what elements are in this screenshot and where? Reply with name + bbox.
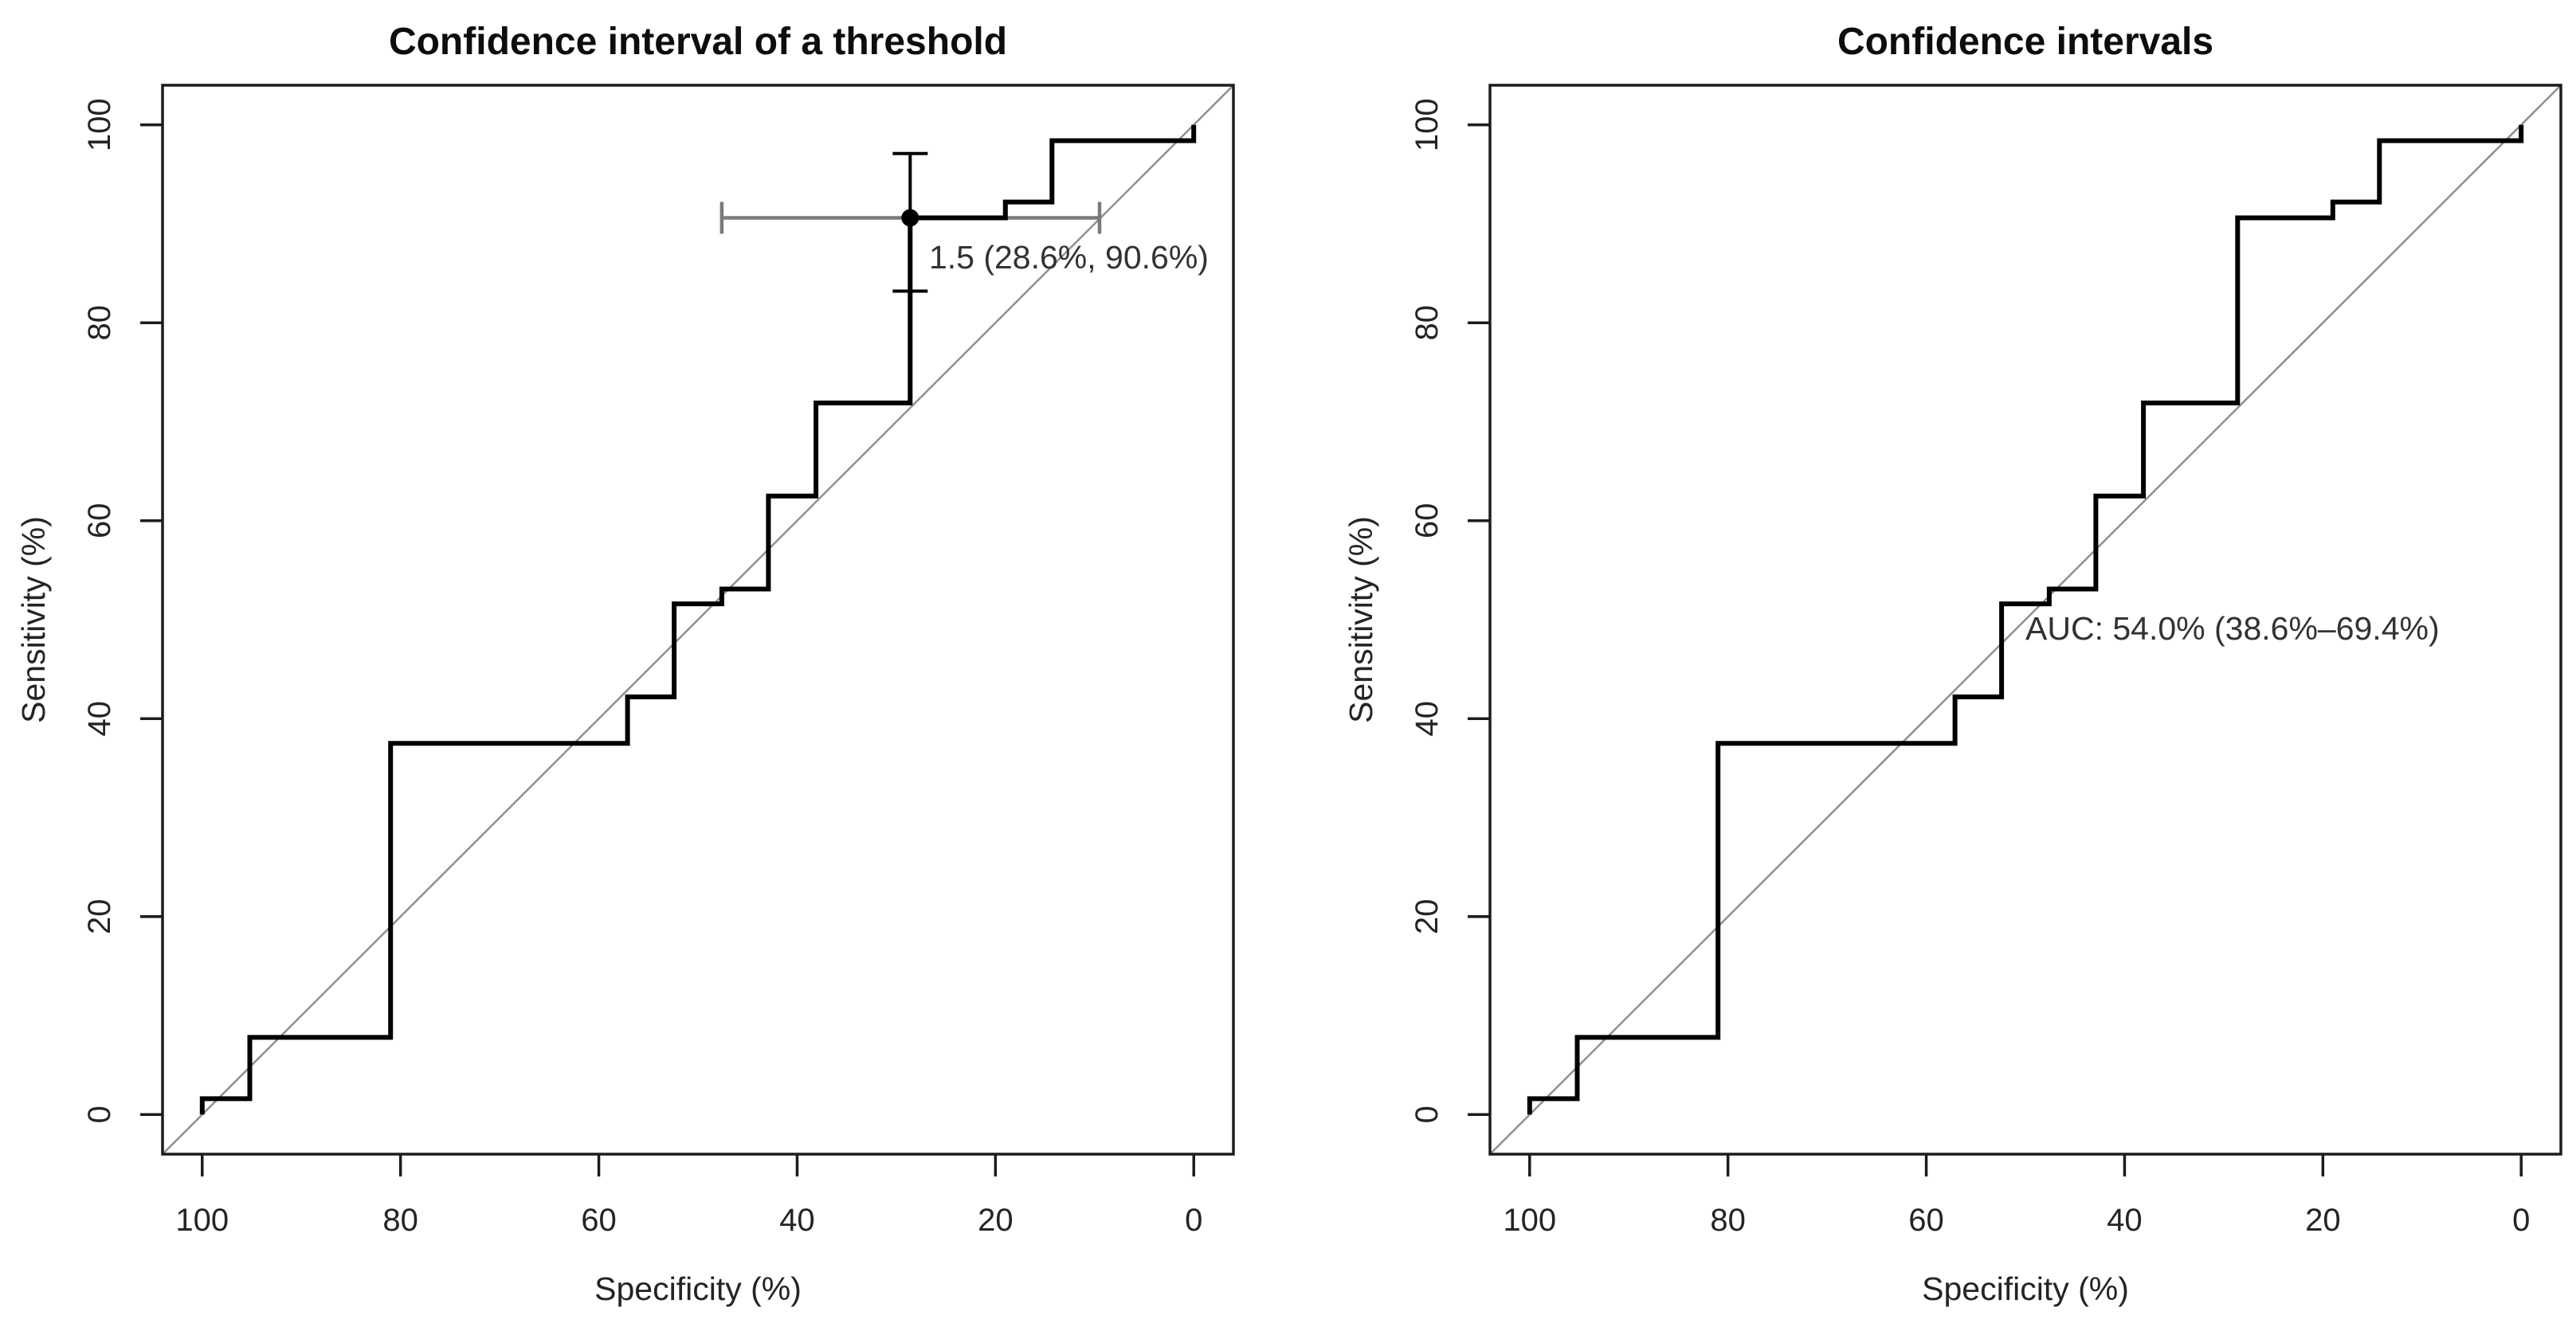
threshold-label: 1.5 (28.6%, 90.6%) (929, 239, 1209, 276)
plot-box (1488, 84, 2562, 1156)
x-tick-label: 80 (382, 1203, 418, 1238)
y-tick-label: 0 (1410, 1106, 1445, 1123)
x-tick-label: 40 (779, 1203, 815, 1238)
x-axis-label: Specificity (%) (594, 1270, 802, 1307)
x-tick-label: 20 (2305, 1203, 2341, 1238)
y-tick-label: 60 (1410, 503, 1445, 538)
roc-panel-auc-ci: AUC: 54.0% (38.6%–69.4%) 100 80 60 40 20 0 0 20 4… (1343, 21, 2562, 1307)
x-tick-label: 0 (1185, 1203, 1202, 1238)
x-tick-label: 40 (2107, 1203, 2143, 1238)
y-tick-label: 60 (82, 503, 117, 538)
x-tick-label: 60 (1908, 1203, 1944, 1238)
y-tick-label: 40 (82, 701, 117, 737)
best-threshold-dot (901, 209, 919, 227)
y-axis-label: Sensitivity (%) (15, 516, 52, 723)
auc-label: AUC: 54.0% (38.6%–69.4%) (2025, 610, 2440, 647)
y-tick-label: 100 (1410, 98, 1445, 151)
y-tick-label: 80 (82, 305, 117, 341)
x-tick-label: 100 (1503, 1203, 1556, 1238)
y-tick-label: 0 (82, 1106, 117, 1123)
y-axis-label: Sensitivity (%) (1343, 516, 1379, 723)
panel-title: Confidence intervals (1837, 21, 2213, 63)
x-tick-label: 60 (581, 1203, 617, 1238)
x-tick-label: 20 (978, 1203, 1014, 1238)
panel-title: Confidence interval of a threshold (389, 21, 1007, 63)
y-tick-label: 80 (1410, 305, 1445, 341)
x-axis-label: Specificity (%) (1922, 1270, 2129, 1307)
x-tick-label: 0 (2512, 1203, 2530, 1238)
x-tick-label: 80 (1710, 1203, 1746, 1238)
chance-diagonal-line (162, 84, 1234, 1155)
plot-box (161, 84, 1235, 1156)
roc-curve (199, 124, 1197, 1115)
y-tick-label: 20 (82, 899, 117, 935)
y-tick-label: 100 (82, 98, 117, 151)
chance-diagonal-line (1489, 84, 2562, 1155)
y-tick-label: 40 (1410, 701, 1445, 737)
y-tick-label: 20 (1410, 899, 1445, 935)
roc-curve (1527, 124, 2524, 1115)
x-tick-label: 100 (175, 1203, 229, 1238)
roc-panel-threshold-ci: 1.5 (28.6%, 90.6%) 100 80 60 40 20 0 0 20 40 60 80 1… (15, 21, 1235, 1307)
